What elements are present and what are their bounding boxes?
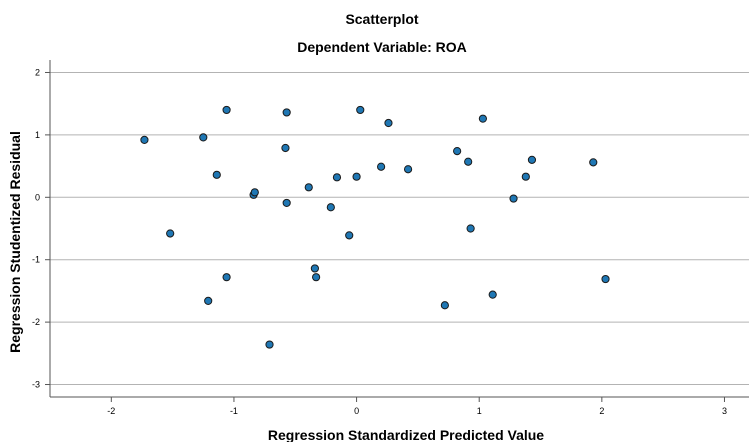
data-point <box>601 274 610 284</box>
y-tick-label: 2 <box>35 67 40 77</box>
data-point <box>282 108 291 117</box>
data-point <box>310 264 319 273</box>
chart-subtitle: Dependent Variable: ROA <box>297 39 467 55</box>
data-point <box>488 290 497 299</box>
data-point <box>222 105 231 115</box>
x-tick-label: -1 <box>230 406 238 416</box>
data-point <box>304 183 313 192</box>
x-tick-label: 1 <box>477 406 482 416</box>
data-point <box>222 273 231 282</box>
x-axis-label: Regression Standardized Predicted Value <box>268 427 544 442</box>
data-point <box>166 229 175 238</box>
data-point <box>403 165 413 174</box>
y-tick-label: 1 <box>35 130 40 140</box>
data-point <box>464 157 473 166</box>
x-tick-label: 3 <box>722 406 727 416</box>
data-point <box>265 340 274 349</box>
data-point <box>204 296 213 305</box>
data-point <box>527 155 537 164</box>
x-tick-label: 0 <box>354 406 359 416</box>
y-tick-label: -2 <box>32 317 40 327</box>
chart-title: Scatterplot <box>345 11 418 27</box>
y-tick-label: 0 <box>35 192 40 202</box>
x-tick-label: 2 <box>599 406 604 416</box>
data-points <box>140 105 610 349</box>
data-point <box>356 105 365 115</box>
data-point <box>345 231 354 240</box>
data-point <box>440 301 449 310</box>
data-point <box>478 114 487 123</box>
data-point <box>352 172 361 181</box>
data-point <box>282 198 291 208</box>
data-point <box>312 273 321 282</box>
data-point <box>281 143 290 153</box>
data-point <box>332 173 342 182</box>
axes <box>45 60 749 402</box>
grid-lines <box>50 71 749 386</box>
y-axis-label: Regression Studentized Residual <box>7 131 23 353</box>
data-point <box>250 188 259 197</box>
data-point <box>466 224 475 233</box>
data-point <box>589 158 598 167</box>
y-tick-label: -1 <box>32 255 40 265</box>
x-tick-label: -2 <box>107 406 115 416</box>
data-point <box>140 135 149 144</box>
data-point <box>453 147 462 156</box>
data-point <box>521 172 530 181</box>
data-point <box>509 194 518 203</box>
data-point <box>326 203 335 212</box>
data-point <box>377 162 386 171</box>
y-tick-label: -3 <box>32 380 40 390</box>
data-point <box>199 133 208 142</box>
tick-labels: 2 1 0 -1 -2 -3 -2 -1 0 1 2 3 <box>32 67 727 416</box>
data-point <box>212 170 221 179</box>
data-point <box>384 118 393 128</box>
